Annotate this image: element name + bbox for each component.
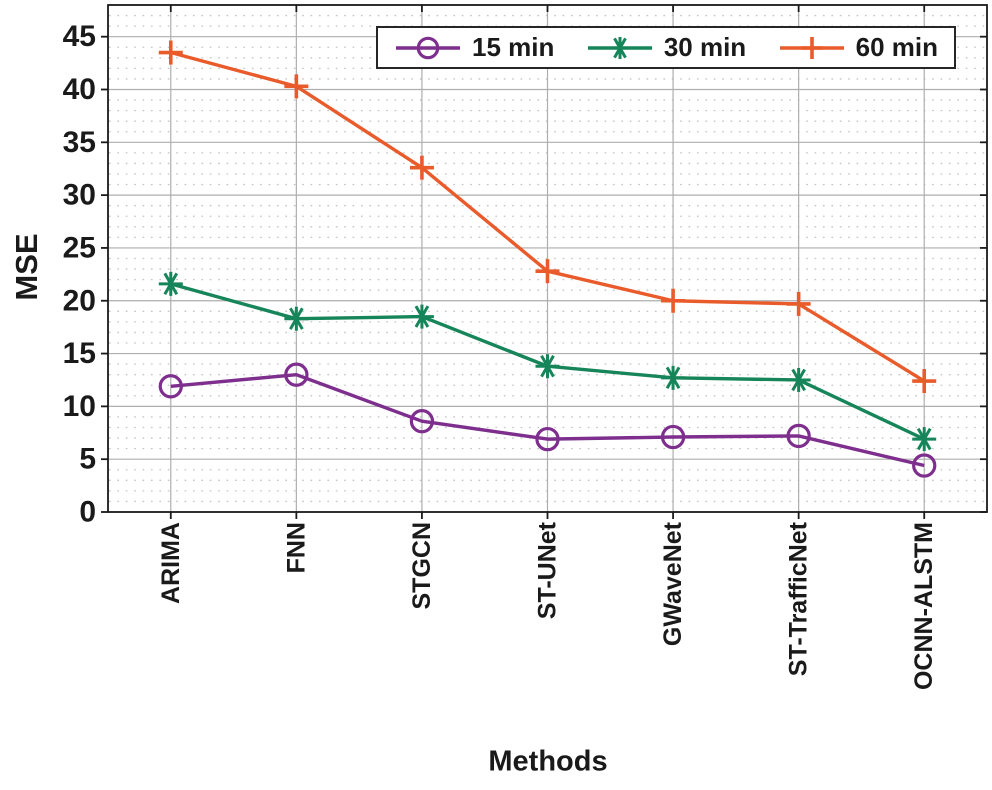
legend: 15 min 30 min 60 min <box>376 26 956 69</box>
y-tick-label: 5 <box>79 443 96 476</box>
y-tick-labels: 0 5 10 15 20 25 30 35 40 45 <box>63 20 96 528</box>
y-tick-label: 10 <box>63 390 96 423</box>
y-tick-label: 25 <box>63 231 96 264</box>
y-tick-label: 20 <box>63 284 96 317</box>
series-30-min <box>158 271 937 452</box>
series-15-min <box>158 362 937 478</box>
y-axis-label: MSE <box>9 233 44 301</box>
series-60-min <box>158 40 937 394</box>
y-tick-label: 0 <box>79 496 96 529</box>
y-tick-label: 30 <box>63 179 96 212</box>
x-category-label: STGCN <box>408 522 436 610</box>
grid-major <box>108 5 987 512</box>
series-line <box>170 372 925 468</box>
y-tick-label: 45 <box>63 20 96 53</box>
x-category-label: GWaveNet <box>659 521 687 646</box>
x-category-label: FNN <box>282 522 310 573</box>
legend-label: 30 min <box>663 32 747 62</box>
y-tick-label: 35 <box>63 126 96 159</box>
x-category-label: ARIMA <box>157 522 185 604</box>
legend-label: 60 min <box>855 32 938 62</box>
legend-entry: 15 min <box>394 32 554 63</box>
axis-ticks <box>101 5 987 519</box>
x-axis-label: Methods <box>488 745 608 778</box>
x-category-label: ST-UNet <box>534 521 562 619</box>
x-category-label: OCNN-ALSTM <box>910 522 938 690</box>
x-category-label: ST-TrafficNet <box>785 521 813 676</box>
legend-entry: 60 min <box>778 32 938 63</box>
legend-marker-sample <box>396 36 460 59</box>
x-category-labels: ARIMA FNN STGCN ST-UNet GWaveNet ST-TrafficNe… <box>157 521 938 690</box>
y-tick-label: 40 <box>63 73 96 106</box>
legend-marker-sample <box>587 36 652 59</box>
legend-label: 15 min <box>472 32 555 62</box>
y-tick-label: 15 <box>63 337 96 370</box>
legend-entry: 30 min <box>586 32 746 63</box>
legend-marker-sample <box>779 36 844 59</box>
